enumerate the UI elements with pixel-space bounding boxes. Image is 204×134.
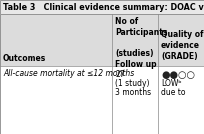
Text: All-cause mortality at ≤12 months: All-cause mortality at ≤12 months (3, 69, 134, 78)
Bar (0, 66, 204, 134)
Text: Table 3   Clinical evidence summary: DOAC versus VKA in s: Table 3 Clinical evidence summary: DOAC … (3, 3, 204, 12)
Bar (0, 0, 204, 14)
Text: due to: due to (161, 88, 185, 97)
Text: Quality of
evidence
(GRADE): Quality of evidence (GRADE) (161, 30, 204, 60)
Text: LOWᵇ: LOWᵇ (161, 79, 182, 88)
Text: ●●○○: ●●○○ (161, 70, 195, 80)
Bar (0, 14, 204, 66)
Text: Outcomes: Outcomes (3, 54, 46, 63)
Text: No of
Participants

(studies)
Follow up: No of Participants (studies) Follow up (115, 17, 167, 69)
Text: 27: 27 (115, 70, 125, 79)
Text: 3 months: 3 months (115, 88, 151, 97)
Text: (1 study): (1 study) (115, 79, 150, 88)
Bar (0, 14, 204, 134)
